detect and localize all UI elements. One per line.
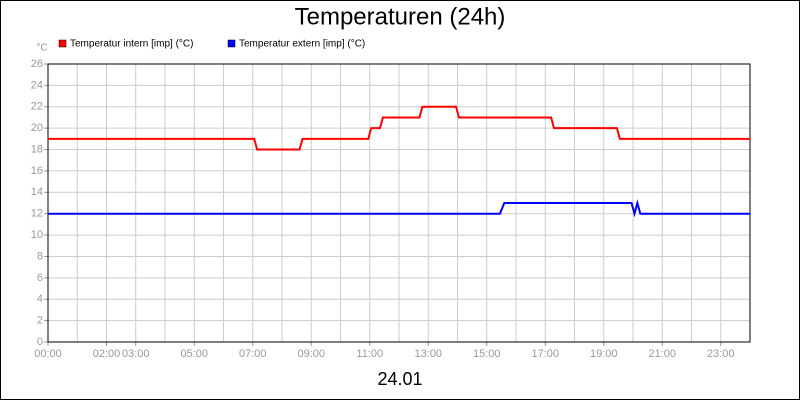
chart-title: Temperaturen (24h) [295,3,506,30]
y-tick-label: 4 [37,293,43,305]
legend-swatch [58,39,67,48]
x-tick-label: 15:00 [473,348,501,360]
y-tick-label: 16 [31,165,43,177]
legend-label: Temperatur extern [imp] (°C) [239,39,365,50]
y-unit: °C [36,43,47,54]
y-tick-label: 6 [37,272,43,284]
y-tick-label: 26 [31,58,43,70]
x-tick-label: 09:00 [297,348,325,360]
x-tick-label: 17:00 [531,348,559,360]
y-tick-label: 0 [37,336,43,348]
y-tick-label: 14 [31,186,43,198]
plot-border [47,63,751,343]
x-tick-label: 02:00 [93,348,121,360]
x-tick-label: 23:00 [707,348,735,360]
y-tick-label: 18 [31,143,43,155]
series-line [48,199,750,218]
y-tick-label: 20 [31,122,43,134]
y-tick-label: 8 [37,250,43,262]
x-tick-label: 13:00 [414,348,442,360]
y-tick-label: 2 [37,315,43,327]
series-line [48,105,750,151]
x-tick-label: 05:00 [180,348,208,360]
x-tick-label: 19:00 [590,348,618,360]
footer-date: 24.01 [377,369,422,389]
y-tick-label: 24 [31,79,43,91]
legend-swatch [227,39,236,48]
y-tick-label: 12 [31,208,43,220]
x-tick-label: 11:00 [356,348,383,360]
x-tick-label: 00:00 [34,348,62,360]
legend-label: Temperatur intern [imp] (°C) [70,39,193,50]
y-tick-label: 22 [31,101,43,113]
y-tick-label: 10 [31,229,43,241]
x-tick-label: 21:00 [648,348,676,360]
x-tick-label: 07:00 [239,348,267,360]
x-tick-label: 03:00 [122,348,150,360]
